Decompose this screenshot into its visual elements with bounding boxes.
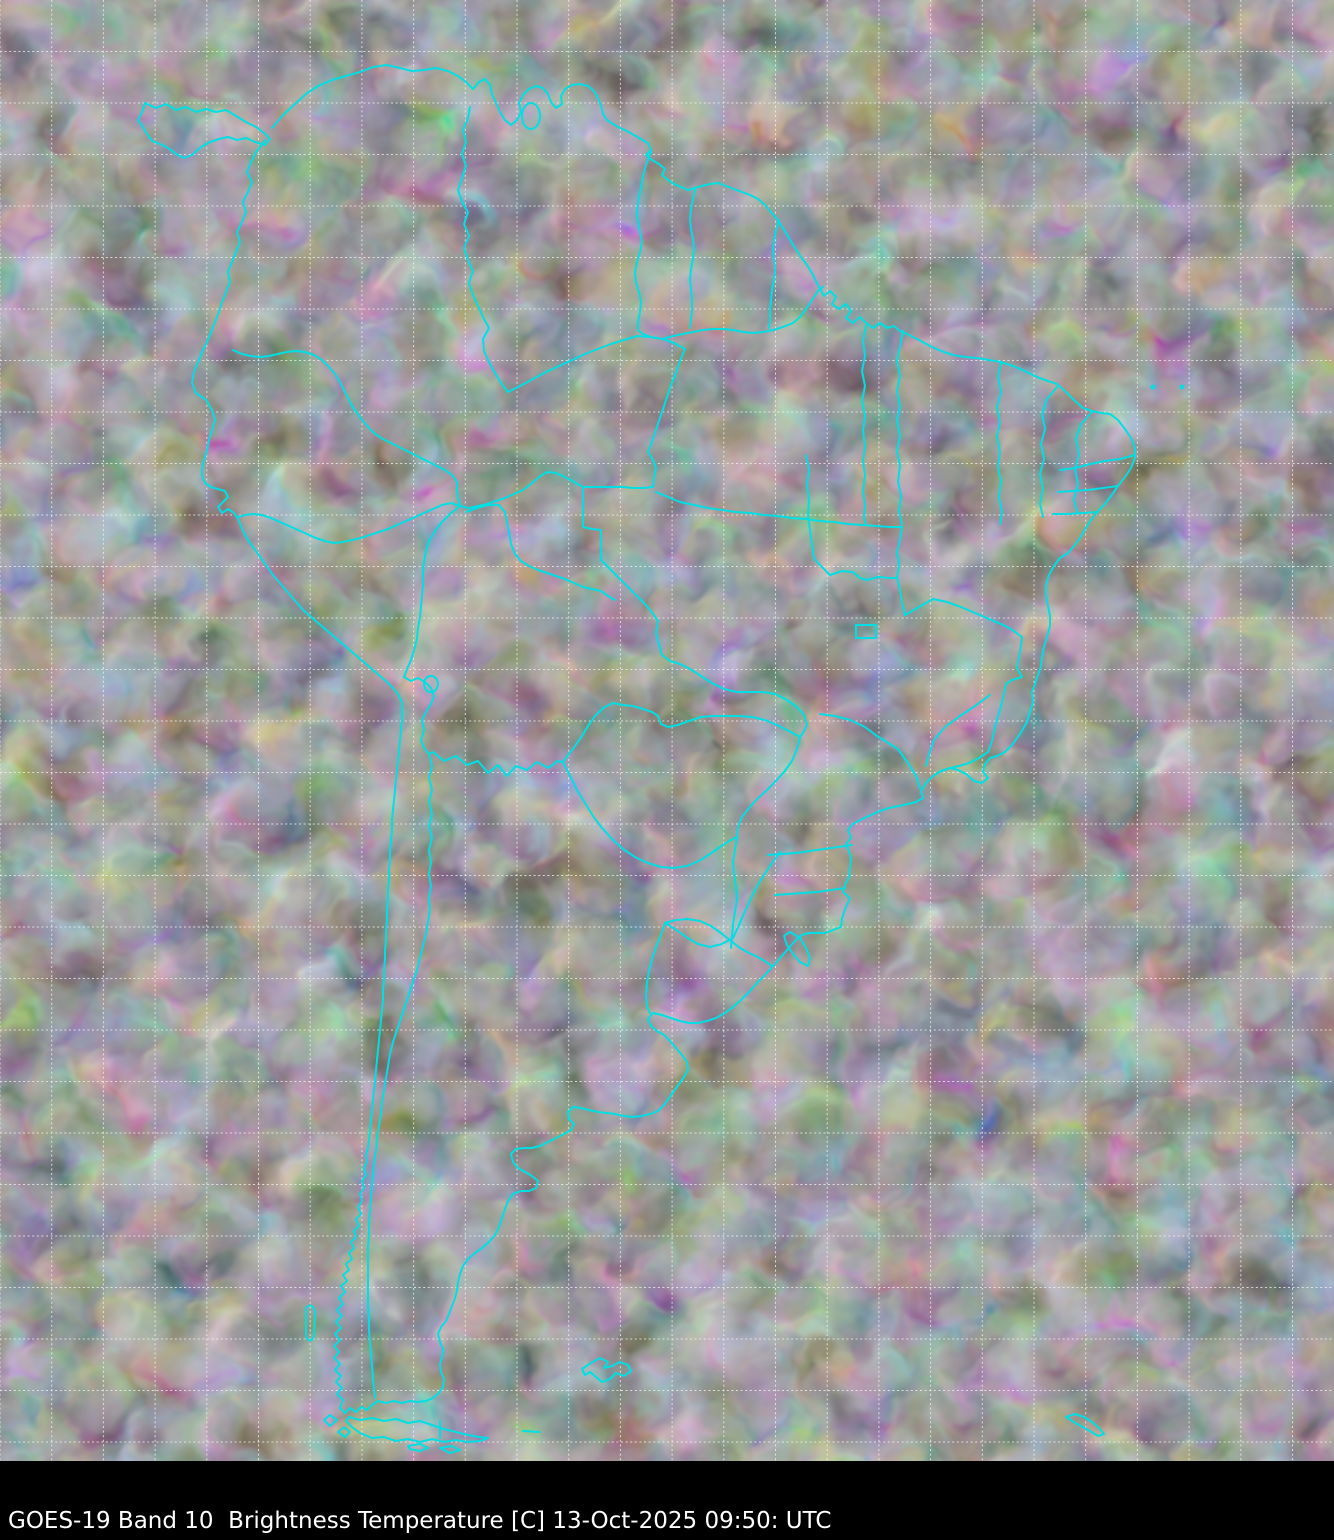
border-uruguay-brazil [664, 918, 773, 967]
border-chile-argentina [367, 753, 433, 1399]
chiloe-island [305, 1304, 316, 1342]
border-paraguay-parana-river [730, 736, 801, 949]
south-georgia-island [1065, 1413, 1105, 1437]
border-peru-brazil-west [403, 505, 461, 678]
lagoa-dos-patos [783, 931, 811, 967]
border-argentina-brazil-uruguay-river [664, 851, 781, 948]
satellite-map-svg [0, 0, 1334, 1461]
border-paraguay-north [562, 702, 801, 763]
panama-outline [137, 102, 271, 159]
cloud-texture-grain [0, 0, 1334, 1461]
fuegian-islets [323, 1414, 461, 1454]
border-uruguay-west [645, 922, 666, 1014]
tierra-del-fuego [345, 1416, 489, 1443]
lake-maracaibo [521, 102, 541, 130]
border-colombia-venezuela [457, 106, 509, 393]
border-guyana-suriname [689, 188, 696, 329]
caption-bar: GOES-19 Band 10 Brightness Temperature [… [0, 1461, 1334, 1540]
lake-titicaca [423, 675, 439, 693]
map-boundaries [137, 64, 1185, 1454]
satellite-map [0, 0, 1334, 1461]
falkland-islands [581, 1357, 632, 1383]
border-brazil-peru-javari [582, 486, 644, 603]
brazil-state-borders [655, 325, 1136, 896]
border-bolivia-brazil [642, 601, 808, 738]
border-brazil-guianas [662, 286, 824, 340]
border-peru-colombia-putumayo [237, 471, 654, 544]
border-bolivia-argentina [432, 751, 564, 777]
border-ecuador-colombia [232, 349, 461, 507]
south-america-coastline [191, 64, 1136, 1414]
border-paraguay-argentina [562, 761, 738, 869]
border-peru-bolivia [403, 676, 435, 755]
border-acre-amazonas [465, 504, 616, 601]
border-suriname-frguiana [768, 219, 780, 329]
graticule-grid [0, 0, 1334, 1461]
atol-das-rocas [1179, 384, 1185, 390]
fernando-de-noronha [1150, 384, 1156, 390]
border-venezuela-guyana [634, 151, 656, 339]
caption-text: GOES-19 Band 10 Brightness Temperature [… [8, 1508, 832, 1534]
isla-de-los-estados [522, 1430, 541, 1433]
border-venezuela-brazil [507, 335, 686, 393]
border-colombia-brazil [647, 348, 686, 488]
